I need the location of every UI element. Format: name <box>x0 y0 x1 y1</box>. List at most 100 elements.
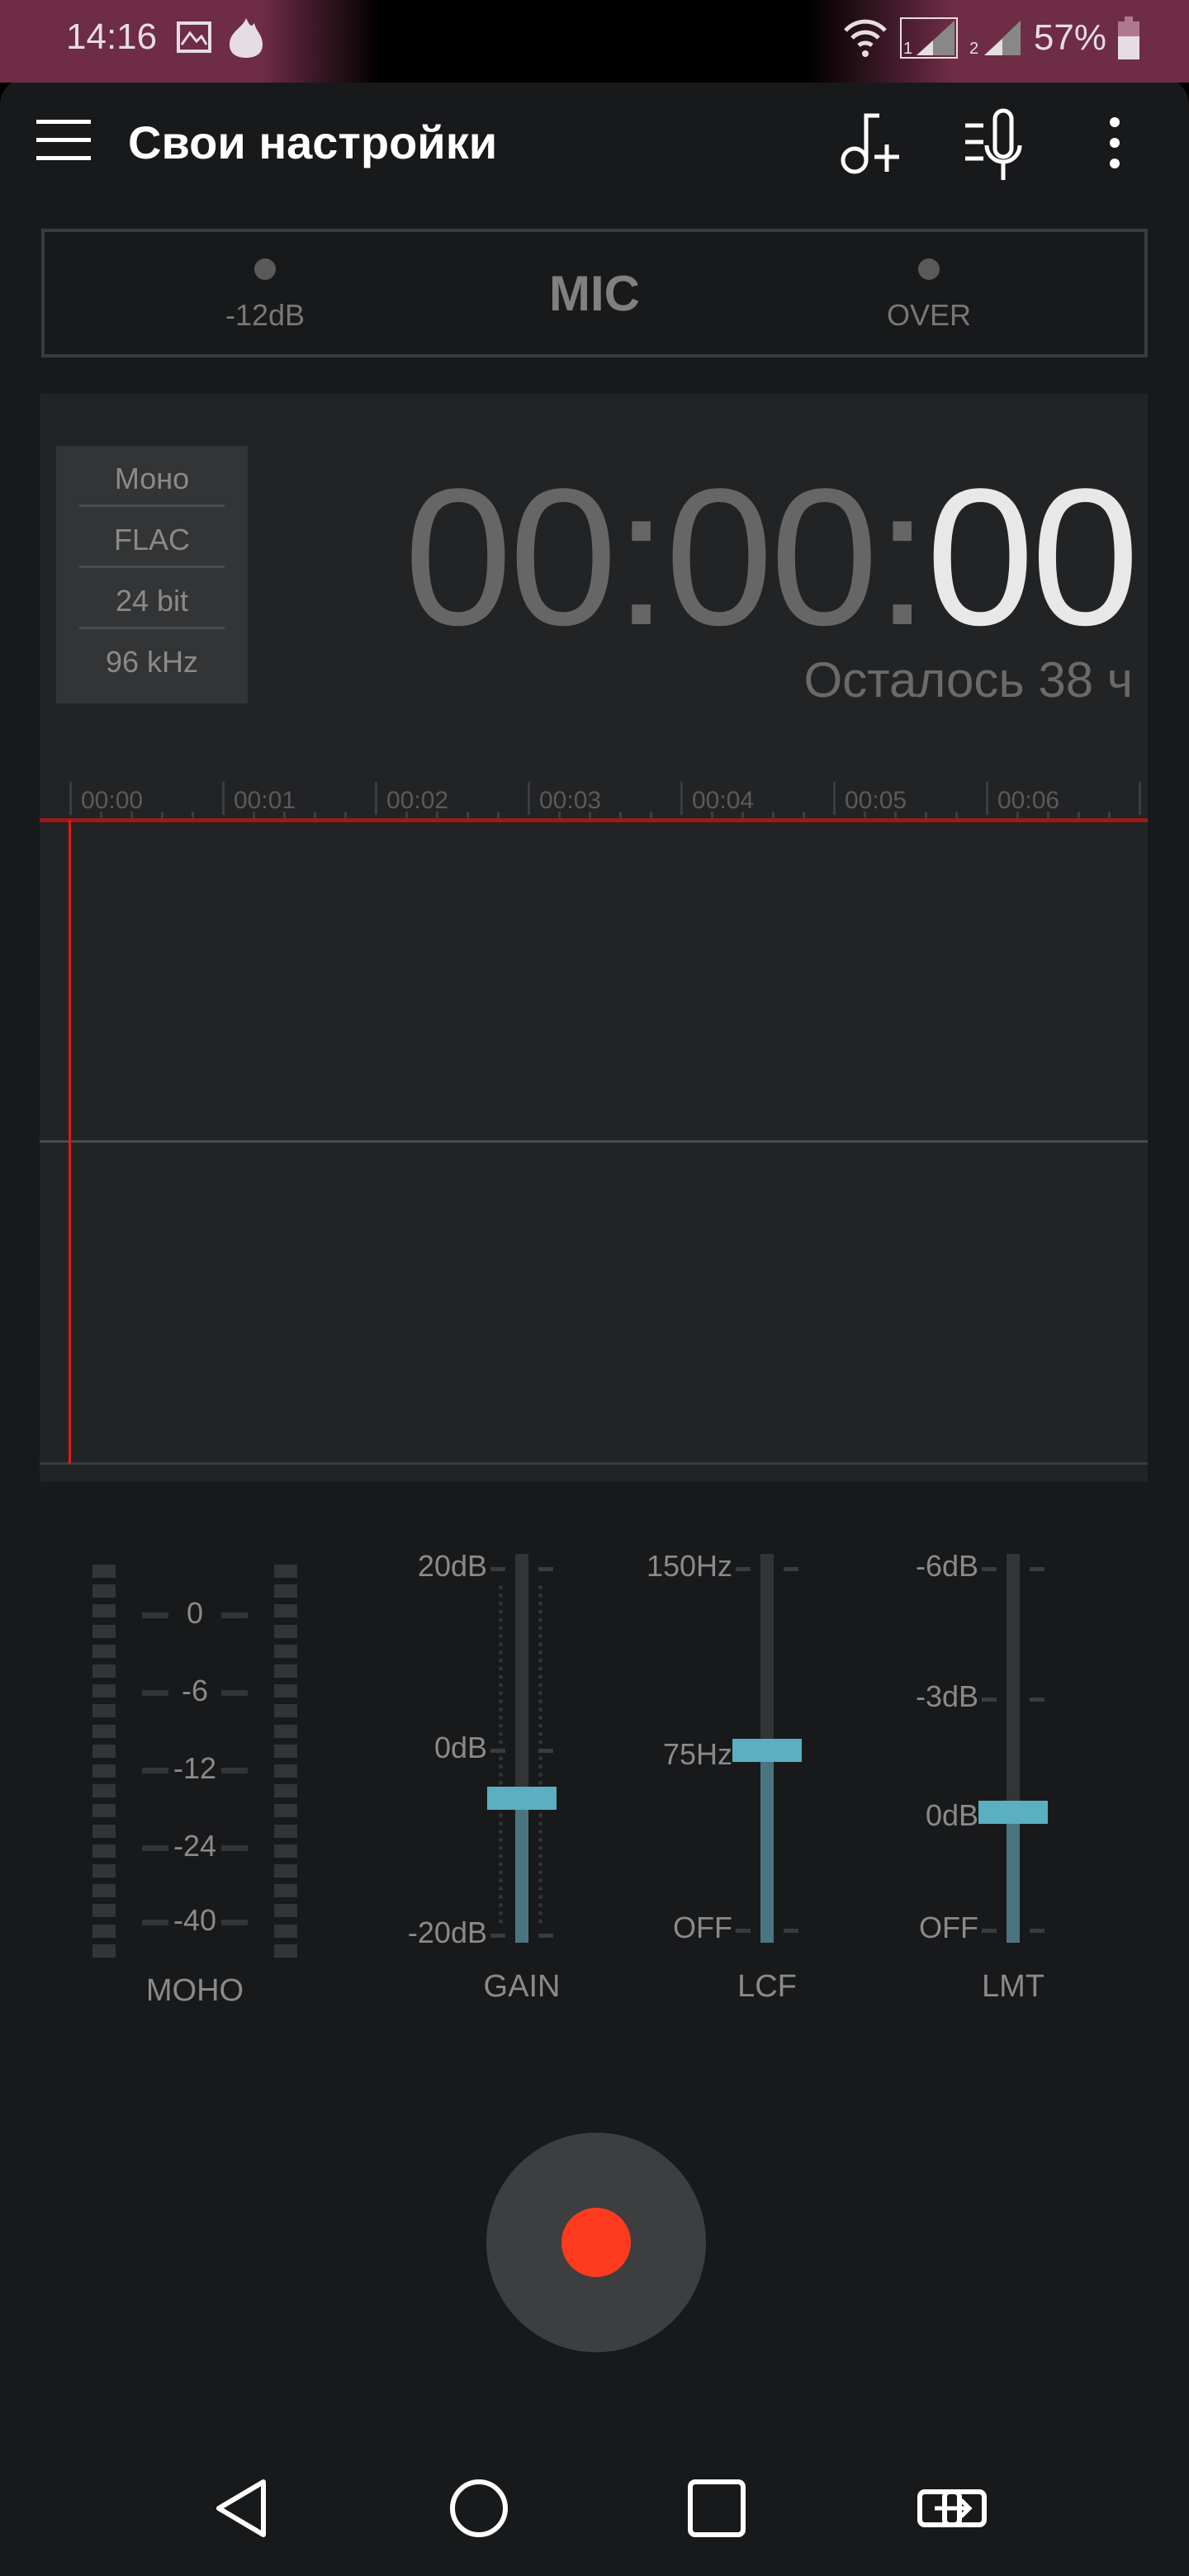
timer-hours: 00 <box>404 448 618 666</box>
timeline-ruler[interactable]: 00:00 00:01 00:02 00:03 00:04 00:05 00:06 <box>40 782 1148 820</box>
record-icon <box>561 2208 631 2277</box>
input-level-indicator: -12dB MIC OVER <box>41 229 1148 358</box>
sim2-signal-icon: 2 <box>969 21 1021 58</box>
ruler-label: 00:02 <box>386 787 449 814</box>
ruler-label: 00:06 <box>997 787 1060 814</box>
slider-scale-dash <box>736 1929 751 1933</box>
slider-scale-dash <box>538 1934 553 1938</box>
slider-scale-dash <box>1030 1929 1045 1933</box>
clip-12db-led <box>254 258 276 280</box>
meter-segment-left <box>92 1724 116 1738</box>
meter-segment-left <box>92 1924 116 1938</box>
ruler-tick <box>69 782 72 815</box>
ruler-subtick <box>405 812 408 818</box>
ruler-subtick <box>1047 812 1049 818</box>
ruler-subtick <box>894 812 897 818</box>
remaining-time: Осталось 38 ч <box>803 652 1134 708</box>
menu-icon[interactable] <box>36 120 91 161</box>
meter-segment-right <box>274 1824 297 1838</box>
meter-segment-right <box>274 1844 297 1858</box>
home-icon[interactable] <box>448 2477 510 2540</box>
slider-label: GAIN <box>483 1969 561 2004</box>
ruler-subtick <box>925 812 927 818</box>
slider-scale-dash <box>538 1567 553 1571</box>
meter-scale-dash <box>142 1845 168 1851</box>
mic-settings-icon[interactable] <box>962 107 1033 182</box>
ruler-subtick <box>558 812 561 818</box>
meter-segment-left <box>92 1764 116 1778</box>
ruler-tick <box>833 782 836 815</box>
meter-segment-right <box>274 1864 297 1878</box>
back-icon[interactable] <box>211 2477 273 2540</box>
slider-scale-dash <box>1030 1567 1045 1571</box>
ruler-subtick <box>192 812 194 818</box>
meter-segment-right <box>274 1884 297 1898</box>
slider-scale-label: -6dB <box>915 1549 978 1583</box>
ruler-tick <box>528 782 530 815</box>
sample-rate-label: 96 kHz <box>105 645 199 679</box>
meter-scale-dash <box>221 1690 248 1696</box>
slider-scale-label: -3dB <box>915 1679 978 1713</box>
clock: 14:16 <box>66 17 158 57</box>
meter-scale-label: -12 <box>173 1751 217 1785</box>
page-title: Свои настройки <box>128 116 498 168</box>
ruler-subtick <box>467 812 469 818</box>
ruler-subtick <box>497 812 500 818</box>
ruler-subtick <box>253 812 255 818</box>
ruler-subtick <box>161 812 163 818</box>
slider-thumb[interactable] <box>978 1801 1048 1825</box>
add-music-icon[interactable] <box>838 107 904 177</box>
meter-segment-left <box>92 1904 116 1918</box>
meter-segment-right <box>274 1624 297 1638</box>
recents-icon[interactable] <box>685 2477 748 2540</box>
over-led <box>918 258 940 280</box>
svg-text:2: 2 <box>969 40 978 58</box>
sim1-signal-icon: 1 <box>899 17 958 59</box>
slider-scale-dash <box>538 1749 553 1753</box>
svg-text:1: 1 <box>903 40 912 58</box>
meter-segment-left <box>92 1704 116 1718</box>
flame-icon <box>230 18 263 58</box>
ruler-tick <box>680 782 683 815</box>
waveform-bottom-line <box>40 1462 1148 1465</box>
slider-thumb[interactable] <box>732 1739 802 1762</box>
slider-thumb[interactable] <box>487 1786 557 1810</box>
meter-scale-dash <box>142 1920 168 1925</box>
slider-scale-dash <box>982 1698 997 1702</box>
slider-scale-label: OFF <box>919 1911 978 1944</box>
slider-fill <box>1007 1812 1020 1943</box>
meter-segment-left <box>92 1824 116 1838</box>
meter-scale-label: 0 <box>186 1596 204 1630</box>
meter-scale-dash <box>221 1845 248 1851</box>
timer-seconds: 00 <box>926 448 1139 666</box>
slider-scale-dash <box>784 1567 798 1571</box>
meter-scale-dash <box>142 1768 168 1773</box>
meter-scale-dash <box>142 1612 168 1618</box>
more-icon[interactable] <box>1106 116 1123 170</box>
channels-label: Моно <box>79 446 225 507</box>
meter-segment-right <box>274 1704 297 1718</box>
meter-segment-left <box>92 1644 116 1658</box>
ruler-subtick <box>1078 812 1080 818</box>
playhead[interactable] <box>69 820 71 1464</box>
meter-segment-right <box>274 1684 297 1698</box>
switch-apps-icon[interactable] <box>917 2477 988 2540</box>
slider-fill <box>515 1797 528 1943</box>
ruler-tick <box>986 782 988 815</box>
ruler-tick <box>375 782 377 815</box>
format-label: FLAC <box>79 507 225 568</box>
ruler-subtick <box>344 812 347 818</box>
slider-scale-label: 0dB <box>433 1731 487 1764</box>
gallery-icon <box>177 21 211 53</box>
slider-label: LCF <box>737 1969 797 2004</box>
slider-scale-label: 0dB <box>925 1798 978 1832</box>
meter-scale-label: -6 <box>181 1674 209 1707</box>
recording-format-info: Моно FLAC 24 bit 96 kHz <box>56 446 248 703</box>
meter-segment-right <box>274 1744 297 1758</box>
record-button[interactable] <box>486 2133 706 2352</box>
meter-segment-left <box>92 1565 116 1578</box>
over-label: OVER <box>886 298 972 332</box>
slider-scale-dash <box>982 1567 997 1571</box>
ruler-subtick <box>711 812 713 818</box>
ruler-subtick <box>650 812 652 818</box>
